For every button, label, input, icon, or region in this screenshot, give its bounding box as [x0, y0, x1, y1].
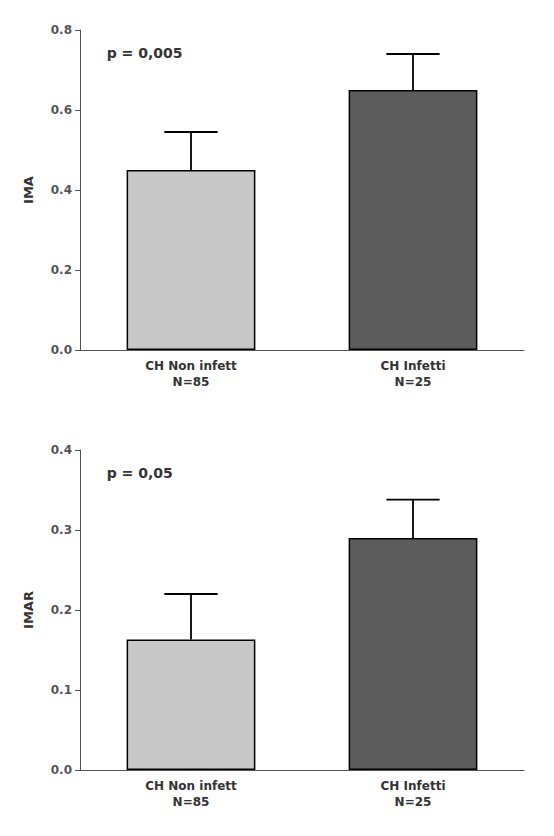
svg-text:0.1: 0.1	[51, 683, 72, 697]
svg-text:N=85: N=85	[173, 795, 210, 809]
svg-text:IMAR: IMAR	[21, 591, 36, 629]
svg-text:N=85: N=85	[173, 375, 210, 389]
svg-text:0.2: 0.2	[51, 263, 72, 277]
svg-text:CH Infetti: CH Infetti	[381, 779, 446, 793]
svg-text:0.0: 0.0	[51, 763, 72, 777]
svg-text:0.6: 0.6	[51, 103, 72, 117]
svg-text:CH Infetti: CH Infetti	[381, 359, 446, 373]
svg-text:0.0: 0.0	[51, 343, 72, 357]
svg-text:CH Non infett: CH Non infett	[145, 779, 237, 793]
svg-text:N=25: N=25	[395, 375, 432, 389]
svg-text:CH Non infett: CH Non infett	[145, 359, 237, 373]
svg-text:p = 0,005: p = 0,005	[107, 45, 183, 61]
svg-text:IMA: IMA	[21, 176, 36, 204]
svg-text:p = 0,05: p = 0,05	[107, 465, 173, 481]
svg-text:0.2: 0.2	[51, 603, 72, 617]
svg-text:0.3: 0.3	[51, 523, 72, 537]
svg-text:0.4: 0.4	[51, 183, 72, 197]
svg-text:0.4: 0.4	[51, 443, 72, 457]
svg-text:0.8: 0.8	[51, 23, 72, 37]
svg-text:N=25: N=25	[395, 795, 432, 809]
